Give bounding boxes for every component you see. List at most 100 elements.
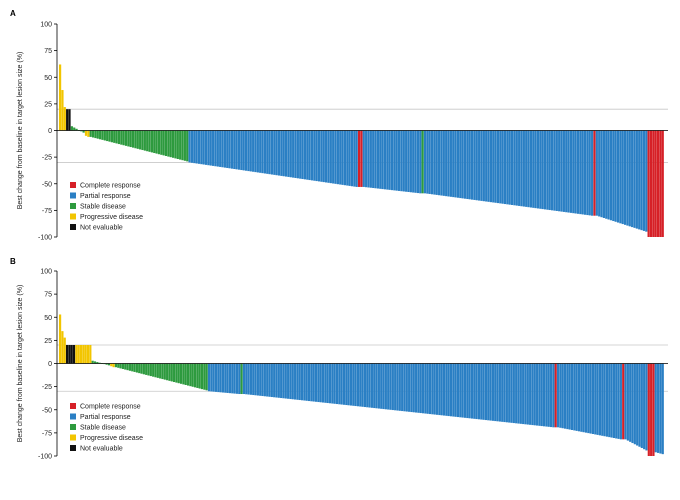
bar-pr	[252, 130, 255, 172]
bar-sd	[134, 130, 137, 149]
bar-pr	[353, 130, 356, 187]
bar-cr	[656, 130, 660, 237]
bar-pr	[313, 130, 316, 181]
bar-pr	[299, 130, 302, 179]
bar-pr	[643, 363, 646, 450]
bar-pr	[380, 363, 383, 409]
bar-pr	[235, 130, 238, 170]
bar-pr	[633, 130, 636, 228]
bar-sd	[149, 363, 152, 377]
bar-pr	[387, 363, 390, 410]
bar-pr	[282, 130, 285, 177]
bar-pr	[447, 130, 450, 197]
legend: Complete response Partial response Stable …	[70, 182, 143, 232]
bar-pr	[589, 363, 592, 434]
y-tick-label: -50	[42, 181, 52, 188]
bar-pr	[390, 130, 394, 191]
bar-pd	[61, 331, 64, 364]
bar-pr	[223, 130, 226, 168]
y-tick-label: -25	[42, 155, 52, 162]
bar-pr	[558, 130, 561, 212]
bar-pr	[212, 130, 215, 166]
bar-pr	[459, 363, 462, 418]
bar-sd	[140, 363, 143, 374]
bar-cr	[357, 130, 361, 187]
bar-pr	[292, 130, 295, 178]
bar-sd	[126, 363, 129, 371]
bar-sd	[168, 363, 171, 381]
bar-pr	[346, 130, 349, 186]
bar-sd	[169, 130, 172, 158]
bar-pr	[422, 363, 425, 414]
bar-pr	[305, 363, 308, 401]
bar-pr	[327, 130, 330, 183]
bar-pr	[499, 130, 502, 204]
bar-pr	[657, 363, 660, 453]
bar-pr	[526, 363, 529, 425]
y-axis-title: Best change from baseline in target lesi…	[17, 52, 24, 210]
bar-pr	[263, 363, 266, 397]
bar-pr	[575, 363, 578, 431]
bar-pr	[532, 130, 535, 208]
bar-pr	[339, 130, 342, 185]
bar-sd	[141, 130, 144, 151]
bar-sd	[124, 130, 128, 146]
bar-pr	[310, 363, 313, 402]
bar-pr	[363, 363, 367, 408]
bar-pr	[391, 363, 394, 411]
bar-pr	[468, 363, 471, 419]
bar-sd	[154, 363, 157, 378]
bar-sd	[117, 363, 120, 368]
bar-pr	[195, 130, 198, 164]
bar-pr	[317, 130, 321, 182]
bar-pr	[638, 363, 641, 447]
bar-pr	[303, 130, 307, 180]
bar-ne	[65, 345, 69, 364]
bar-pr	[612, 363, 615, 439]
bar-sd	[182, 363, 185, 385]
y-tick-label: 25	[44, 101, 52, 108]
bar-pr	[261, 130, 264, 174]
bar-pr	[386, 130, 389, 190]
legend-label: Complete response	[80, 404, 141, 411]
bar-pr	[273, 130, 276, 175]
bar-pr	[221, 363, 225, 393]
bar-pr	[498, 363, 501, 422]
bar-pr	[487, 130, 490, 202]
bar-sd	[89, 130, 92, 137]
bar-pr	[405, 130, 408, 192]
bar-pr	[333, 363, 336, 404]
bar-sd	[122, 130, 125, 146]
bar-pr	[456, 130, 460, 198]
bar-pr	[629, 363, 632, 442]
legend-swatch-pr	[70, 192, 76, 199]
bar-sd	[119, 363, 122, 369]
bar-pr	[329, 130, 332, 184]
bar-pr	[482, 363, 485, 420]
bar-pr	[598, 363, 602, 436]
bar-pr	[576, 130, 580, 214]
bar-pr	[619, 130, 622, 224]
bar-pr	[228, 363, 232, 394]
bar-pr	[249, 363, 252, 395]
bar-pr	[403, 363, 406, 412]
bar-sd	[166, 363, 169, 381]
bar-pr	[567, 130, 570, 213]
bar-pr	[230, 130, 234, 169]
bar-pr	[470, 130, 474, 200]
bar-pr	[596, 363, 599, 435]
bar-pr	[522, 363, 525, 425]
bar-pr	[263, 130, 267, 174]
bar-pr	[556, 363, 560, 428]
bar-sd	[156, 363, 159, 378]
bar-pr	[536, 363, 539, 426]
bar-pr	[419, 130, 422, 194]
bar-pr	[226, 130, 229, 168]
bar-pr	[366, 363, 369, 408]
y-tick-label: 100	[40, 22, 52, 29]
bar-sd	[162, 130, 165, 156]
bar-pr	[640, 130, 643, 231]
bar-pr	[496, 363, 499, 422]
y-tick-label: 0	[48, 361, 52, 368]
bar-sd	[108, 130, 111, 142]
